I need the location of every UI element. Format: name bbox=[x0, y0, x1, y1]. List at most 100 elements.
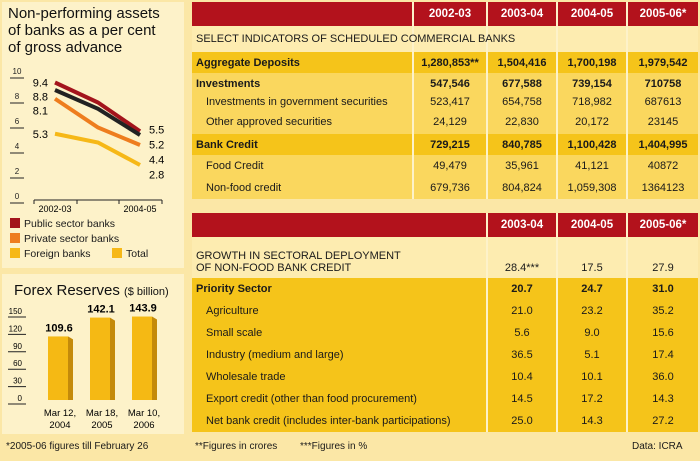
data-label: 5.5 bbox=[149, 124, 164, 136]
bar-shadow bbox=[68, 336, 73, 400]
forex-title-text: Forex Reserves bbox=[14, 282, 120, 299]
bar-shadow bbox=[110, 317, 115, 400]
cell: 804,824 bbox=[486, 177, 557, 199]
data-label: 5.2 bbox=[149, 139, 164, 151]
table-row: Agriculture 21.0 23.2 35.2 bbox=[192, 300, 698, 322]
title-line: Non-performing assets bbox=[8, 5, 160, 22]
table-row: Aggregate Deposits 1,280,853** 1,504,416 1,… bbox=[192, 52, 698, 73]
cell: 1,979,542 bbox=[626, 52, 698, 73]
row-label: Wholesale trade bbox=[192, 366, 487, 388]
npa-chart-title: Non-performing assets of banks as a per … bbox=[8, 5, 160, 56]
table-row: Net bank credit (includes inter-bank par… bbox=[192, 410, 698, 432]
cell: 17.4 bbox=[626, 344, 698, 366]
cell: 729,215 bbox=[412, 134, 487, 155]
table-row: Wholesale trade 10.4 10.1 36.0 bbox=[192, 366, 698, 388]
col-header: 2004-05 bbox=[556, 213, 627, 237]
row-label: Aggregate Deposits bbox=[192, 52, 413, 73]
table-row: Food Credit 49,479 35,961 41,121 40872 bbox=[192, 155, 698, 177]
table-row: Other approved securities 24,129 22,830 20,… bbox=[192, 110, 698, 134]
cell: 17.2 bbox=[556, 388, 627, 410]
row-label: Small scale bbox=[192, 322, 487, 344]
table-row: Bank Credit 729,215 840,785 1,100,428 1,404,… bbox=[192, 134, 698, 155]
bar-value-label: 109.6 bbox=[45, 322, 73, 334]
cell: 40872 bbox=[626, 155, 698, 177]
cell: 15.6 bbox=[626, 322, 698, 344]
data-label: 2.8 bbox=[149, 169, 164, 181]
header-blank bbox=[192, 213, 487, 237]
growth-table: 2003-04 2004-05 2005-06* GROWTH IN SECTO… bbox=[192, 213, 698, 432]
y-tick-label: 10 bbox=[13, 67, 22, 76]
row-label: Net bank credit (includes inter-bank par… bbox=[192, 410, 487, 432]
cell: 710758 bbox=[626, 73, 698, 94]
series-line-0 bbox=[54, 80, 142, 133]
row-label: Agriculture bbox=[192, 300, 487, 322]
legend-label: Private sector banks bbox=[24, 233, 120, 245]
bar bbox=[90, 317, 110, 400]
table-header: 2002-03 2003-04 2004-05 2005-06* bbox=[192, 2, 698, 26]
series-line-1 bbox=[54, 88, 142, 137]
cell: 24.7 bbox=[556, 278, 627, 300]
row-label: Priority Sector bbox=[192, 278, 487, 300]
y-tick-label: 0 bbox=[15, 192, 20, 201]
cell: 1,700,198 bbox=[556, 52, 627, 73]
y-tick-label: 30 bbox=[13, 377, 22, 386]
table-row: Export credit (other than food procureme… bbox=[192, 388, 698, 410]
cell: 14.3 bbox=[626, 388, 698, 410]
bar-value-label: 143.9 bbox=[129, 303, 157, 315]
section-title: SELECT INDICATORS OF SCHEDULED COMMERCIA… bbox=[192, 26, 515, 52]
table-row: Investments 547,546 677,588 739,154 710758 bbox=[192, 73, 698, 94]
cell: 1,100,428 bbox=[556, 134, 627, 155]
cell: 25.0 bbox=[486, 410, 557, 432]
npa-chart-panel: Non-performing assets of banks as a per … bbox=[2, 2, 184, 268]
y-tick-label: 4 bbox=[15, 142, 20, 151]
x-tick-label: 2004-05 bbox=[123, 204, 156, 214]
bar bbox=[48, 336, 68, 400]
series-line-2 bbox=[53, 97, 141, 147]
series-line-3 bbox=[54, 131, 141, 167]
col-header: 2005-06* bbox=[626, 2, 698, 26]
table-row: Investments in government securities 523,… bbox=[192, 94, 698, 110]
row-label: Non-food credit bbox=[192, 177, 413, 199]
legend-private: Private sector banks bbox=[10, 233, 119, 245]
cell: 14.5 bbox=[486, 388, 557, 410]
legend-swatch bbox=[10, 233, 20, 243]
x-tick-label: 2004 bbox=[49, 420, 70, 431]
table-row: Industry (medium and large) 36.5 5.1 17.4 bbox=[192, 344, 698, 366]
cell: 36.0 bbox=[626, 366, 698, 388]
indicators-table: 2002-03 2003-04 2004-05 2005-06* SELECT … bbox=[192, 2, 698, 199]
cell: 547,546 bbox=[412, 73, 487, 94]
data-label: 4.4 bbox=[149, 154, 164, 166]
section-line: GROWTH IN SECTORAL DEPLOYMENT bbox=[196, 250, 401, 262]
cell: 1,059,308 bbox=[556, 177, 627, 199]
x-tick-label: 2002-03 bbox=[38, 204, 71, 214]
legend-label: Foreign banks bbox=[24, 248, 91, 260]
row-label: Industry (medium and large) bbox=[192, 344, 487, 366]
cell: 718,982 bbox=[556, 94, 627, 110]
col-header: 2002-03 bbox=[412, 2, 487, 26]
source-note: Data: ICRA bbox=[632, 441, 683, 452]
col-header: 2003-04 bbox=[486, 2, 557, 26]
section-title: GROWTH IN SECTORAL DEPLOYMENT OF NON-FOOD… bbox=[192, 237, 487, 278]
data-label: 8.8 bbox=[33, 92, 48, 104]
cell: 5.1 bbox=[556, 344, 627, 366]
legend-total: Total bbox=[112, 248, 148, 260]
forex-bar-chart: 0 30 60 90 120 150 109.6 Mar 12,2004 142.1 Mar 18… bbox=[8, 303, 160, 431]
cell: 41,121 bbox=[556, 155, 627, 177]
row-label: Bank Credit bbox=[192, 134, 413, 155]
data-label: 9.4 bbox=[33, 78, 48, 90]
cell: 10.1 bbox=[556, 366, 627, 388]
row-label: Other approved securities bbox=[192, 110, 413, 134]
cell: 1,280,853** bbox=[412, 52, 487, 73]
footnote: **Figures in crores bbox=[195, 441, 278, 452]
cell: 49,479 bbox=[412, 155, 487, 177]
cell: 687613 bbox=[626, 94, 698, 110]
cell: 20.7 bbox=[486, 278, 557, 300]
bar bbox=[132, 316, 152, 400]
cell: 14.3 bbox=[556, 410, 627, 432]
cell: 523,417 bbox=[412, 94, 487, 110]
cell: 27.2 bbox=[626, 410, 698, 432]
data-label: 5.3 bbox=[33, 129, 48, 141]
x-tick-label: Mar 12, bbox=[44, 408, 76, 419]
legend-label: Public sector banks bbox=[24, 218, 116, 230]
y-tick-label: 6 bbox=[15, 117, 20, 126]
